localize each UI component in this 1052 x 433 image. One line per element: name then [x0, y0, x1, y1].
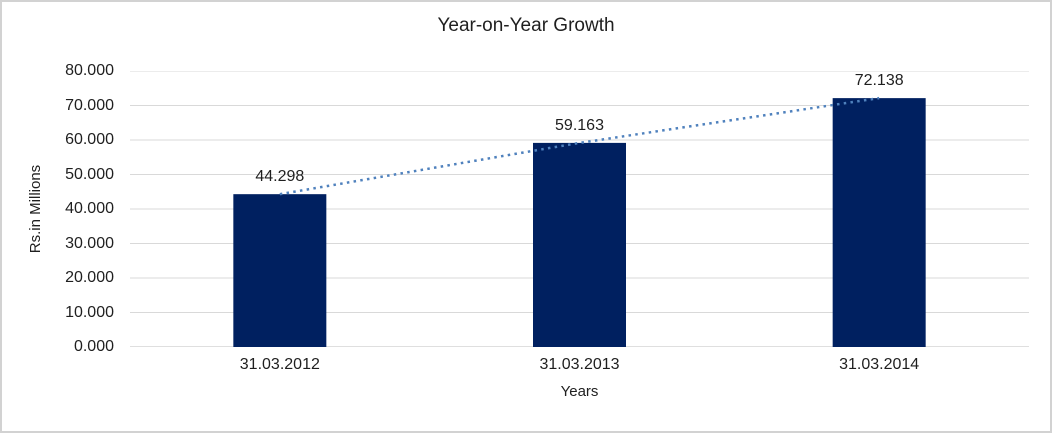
x-axis-title: Years [560, 383, 599, 400]
data-label: 44.298 [255, 168, 305, 186]
chart-title: Year-on-Year Growth [437, 15, 615, 36]
y-tick-label: 0.000 [73, 338, 114, 355]
x-tick-label: 31.03.2014 [839, 356, 920, 373]
y-tick-label: 80.000 [65, 62, 114, 79]
data-label: 72.138 [854, 72, 904, 90]
bar-31.03.2013 [533, 142, 626, 347]
y-tick-label: 70.000 [65, 96, 114, 114]
y-tick-label: 50.000 [65, 165, 114, 183]
y-tick-label: 60.000 [65, 131, 114, 148]
y-tick-label: 30.000 [65, 234, 114, 252]
x-tick-label: 31.03.2013 [539, 356, 620, 373]
data-label: 59.163 [555, 116, 604, 134]
x-tick-label: 31.03.2012 [239, 356, 320, 373]
plot-area [130, 71, 1029, 347]
bar-31.03.2012 [233, 194, 327, 347]
y-tick-label: 20.000 [65, 269, 114, 286]
bar-31.03.2014 [832, 98, 926, 347]
y-tick-label: 40.000 [65, 200, 114, 217]
y-tick-label: 10.000 [65, 303, 114, 321]
chart-canvas [130, 71, 1029, 347]
